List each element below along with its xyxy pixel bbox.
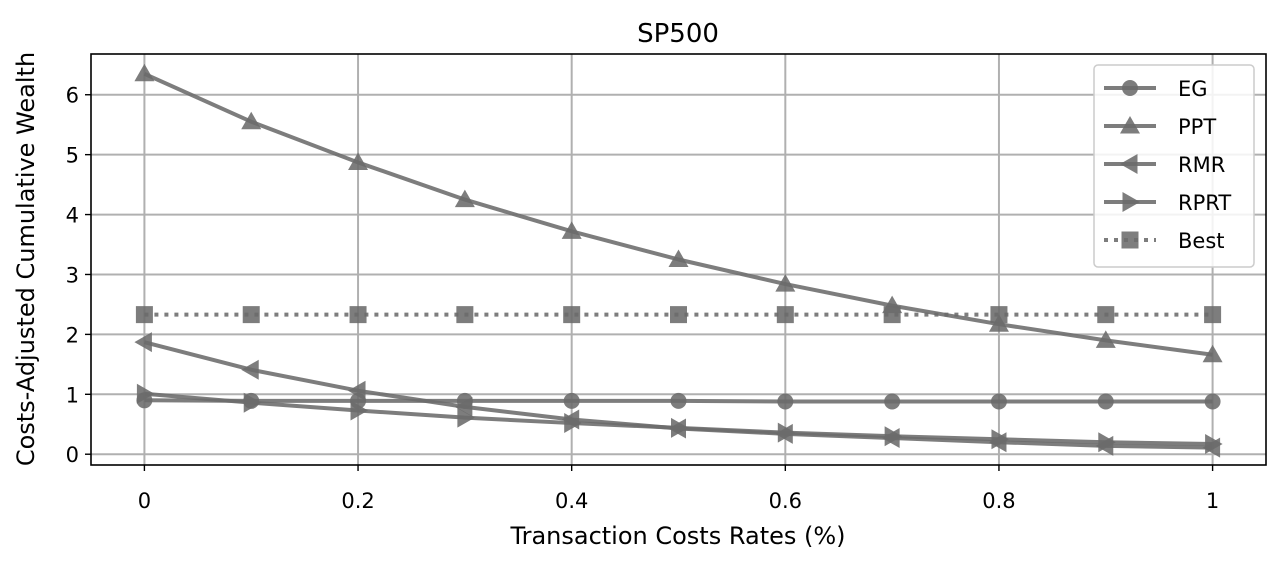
legend: EG PPT RMR RPRT Best <box>1093 64 1255 268</box>
series-best-point <box>242 306 260 324</box>
series-ppt-point <box>454 189 475 208</box>
legend-swatch-marker <box>1120 116 1140 134</box>
series-eg-point <box>563 392 580 409</box>
x-tick-label: 0 <box>138 489 151 513</box>
series-ppt-point <box>1095 330 1116 348</box>
x-tick-label: 0.4 <box>555 489 588 513</box>
series-rmr-point <box>134 332 152 353</box>
x-tick-label: 0.8 <box>982 489 1015 513</box>
series-ppt-point <box>348 152 369 170</box>
series-best-point <box>1097 306 1115 324</box>
legend-label: RPRT <box>1178 191 1231 215</box>
series-rprt-point <box>457 407 475 428</box>
series-ppt-point <box>1202 344 1223 363</box>
series-best <box>135 306 1222 324</box>
series-ppt-point <box>134 63 155 82</box>
x-tick-label: 1 <box>1206 489 1219 513</box>
series-rprt-point <box>991 429 1009 450</box>
series-rprt-point <box>1205 434 1223 455</box>
y-tick-label: 2 <box>66 323 79 347</box>
series-rprt-point <box>671 417 689 438</box>
legend-box <box>1093 64 1255 268</box>
legend-item-eg: EG <box>1104 77 1208 101</box>
legend-swatch-marker <box>1120 154 1138 174</box>
series-ppt-point <box>561 221 582 239</box>
series-best-point <box>776 306 794 324</box>
legend-label: EG <box>1178 77 1208 101</box>
series-best-point <box>456 306 474 324</box>
legend-swatch-marker <box>1122 192 1140 212</box>
legend-item-best: Best <box>1104 229 1225 253</box>
series-rprt-point <box>350 400 369 421</box>
series-eg-point <box>990 393 1007 410</box>
series-rmr-point <box>241 359 259 380</box>
legend-label: PPT <box>1178 115 1216 139</box>
legend-label: Best <box>1178 229 1225 253</box>
y-tick-label: 3 <box>66 263 79 287</box>
series-ppt-point <box>775 274 796 292</box>
series-layer <box>134 63 1223 458</box>
legend-swatch-marker <box>1122 80 1138 96</box>
series-eg-point <box>1204 393 1221 410</box>
x-axis-label: Transaction Costs Rates (%) <box>509 522 845 550</box>
series-best-point <box>563 306 581 324</box>
series-best-point <box>990 306 1008 324</box>
series-rmr-point <box>454 396 473 417</box>
series-ppt-point <box>241 111 262 130</box>
plot-area-frame <box>90 53 1267 466</box>
series-eg-point <box>670 392 687 409</box>
series-best-point <box>1204 306 1222 324</box>
legend-label: RMR <box>1178 153 1225 177</box>
chart-title: SP500 <box>637 19 719 49</box>
y-tick-label: 4 <box>66 204 79 228</box>
series-best-point <box>883 306 901 324</box>
series-ppt-point <box>668 249 689 267</box>
axis-ticks: 0 0.2 0.4 0.6 0.8 1 0 1 2 3 4 5 6 <box>66 84 1220 513</box>
series-rprt <box>136 383 1223 455</box>
series-rmr-point <box>348 380 366 401</box>
series-best-point <box>670 306 687 324</box>
series-rprt-point <box>243 392 262 413</box>
x-tick-label: 0.2 <box>341 489 374 513</box>
x-tick-label: 0.6 <box>769 489 802 513</box>
y-tick-label: 0 <box>66 443 79 467</box>
legend-item-rprt: RPRT <box>1104 191 1231 215</box>
y-axis-label: Costs-Adjusted Cumulative Wealth <box>12 52 40 466</box>
series-rprt-point <box>564 413 582 434</box>
series-best-point <box>135 306 153 324</box>
legend-swatch-marker <box>1121 231 1139 249</box>
series-rprt-point <box>884 426 903 447</box>
series-rprt-point <box>136 383 155 404</box>
series-best-point <box>349 306 367 324</box>
series-eg-point <box>1097 393 1114 410</box>
y-tick-label: 5 <box>66 144 79 168</box>
legend-item-rmr: RMR <box>1104 153 1225 177</box>
legend-item-ppt: PPT <box>1104 115 1216 139</box>
y-tick-label: 1 <box>66 383 79 407</box>
series-rprt-point <box>1098 432 1116 453</box>
y-tick-label: 6 <box>66 84 79 108</box>
series-eg-point <box>777 393 794 410</box>
series-eg <box>136 392 1221 410</box>
series-rprt-point <box>777 422 796 443</box>
series-eg-point <box>884 393 901 410</box>
